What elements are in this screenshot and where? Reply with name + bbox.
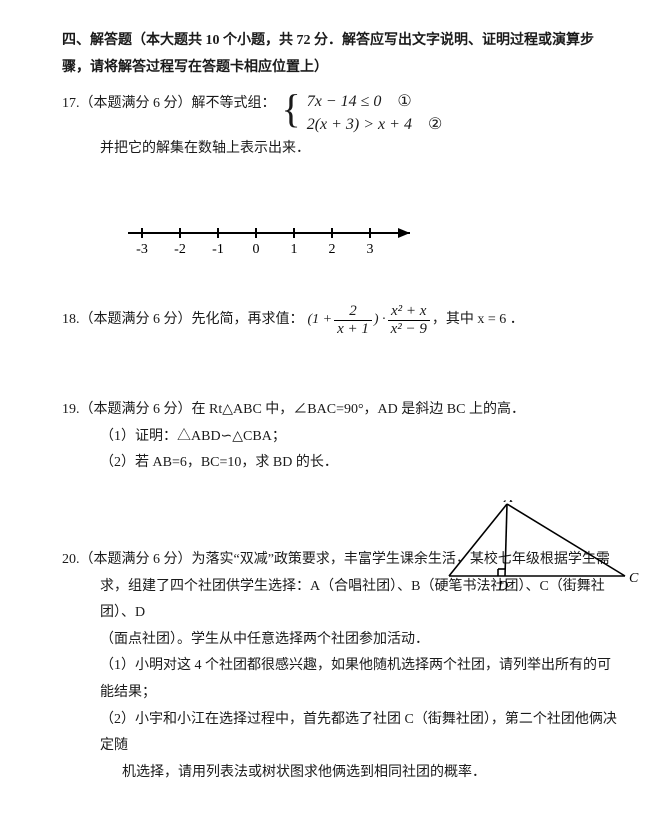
q19-part2: （2）若 AB=6，BC=10，求 BD 的长． (62, 450, 620, 477)
q18-frac1-num: 2 (334, 303, 372, 320)
question-17: 17.（本题满分 6 分）解不等式组： { 7x − 14 ≤ 0 ① 2(x … (62, 91, 620, 273)
q18-tail: ，其中 x = 6 ． (432, 307, 524, 334)
section-header: 四、解答题（本大题共 10 个小题，共 72 分．解答应写出文字说明、证明过程或… (62, 28, 620, 81)
svg-text:-1: -1 (212, 242, 224, 257)
q20-part2-l2: 机选择，请用列表法或树状图求他俩选到相同社团的概率． (62, 760, 620, 787)
brace-icon: { (282, 89, 301, 129)
q17-eq2: 2(x + 3) > x + 4 (307, 116, 412, 133)
q17-eq1-tag: ① (397, 93, 411, 110)
q18-frac2-num: x² + x (388, 303, 430, 320)
q18-frac2: x² + x x² − 9 (388, 303, 430, 337)
q20-stem-l3: （面点社团）。学生从中任意选择两个社团参加活动． (62, 627, 620, 654)
q17-eq1: 7x − 14 ≤ 0 (307, 93, 382, 110)
question-19: 19.（本题满分 6 分）在 Rt△ABC 中，∠BAC=90°，AD 是斜边 … (62, 397, 620, 477)
svg-text:C: C (629, 571, 639, 586)
q17-stem-prefix: 17.（本题满分 6 分）解不等式组： (62, 91, 276, 118)
q18-frac1-den: x + 1 (334, 320, 372, 338)
q19-stem: 19.（本题满分 6 分）在 Rt△ABC 中，∠BAC=90°，AD 是斜边 … (62, 397, 620, 424)
svg-text:D: D (497, 579, 508, 594)
q20-part1: （1）小明对这 4 个社团都很感兴趣，如果他随机选择两个社团，请列举出所有的可能… (62, 653, 620, 706)
q17-eq2-tag: ② (428, 116, 442, 133)
q17-tail: 并把它的解集在数轴上表示出来． (62, 136, 620, 163)
q18-mid: ) · (374, 307, 386, 334)
q18-frac1: 2 x + 1 (334, 303, 372, 337)
svg-text:3: 3 (367, 242, 374, 257)
svg-text:2: 2 (329, 242, 336, 257)
svg-text:-3: -3 (136, 242, 148, 257)
q18-open: (1 + (308, 307, 333, 334)
svg-text:0: 0 (253, 242, 260, 257)
q20-part2-l1: （2）小宇和小江在选择过程中，首先都选了社团 C（街舞社团），第二个社团他俩决定… (62, 707, 620, 760)
svg-text:A: A (503, 500, 513, 506)
svg-text:1: 1 (291, 242, 298, 257)
q18-prefix: 18.（本题满分 6 分）先化简，再求值： (62, 307, 304, 334)
q19-part1: （1）证明：△ABD∽△CBA； (62, 424, 620, 451)
svg-text:-2: -2 (174, 242, 186, 257)
q17-numberline: -3 -2 -1 0 1 2 3 (122, 213, 620, 274)
question-18: 18.（本题满分 6 分）先化简，再求值： (1 + 2 x + 1 ) · x… (62, 303, 620, 337)
q18-frac2-den: x² − 9 (388, 320, 430, 338)
q19-figure: ABCD (445, 500, 640, 607)
